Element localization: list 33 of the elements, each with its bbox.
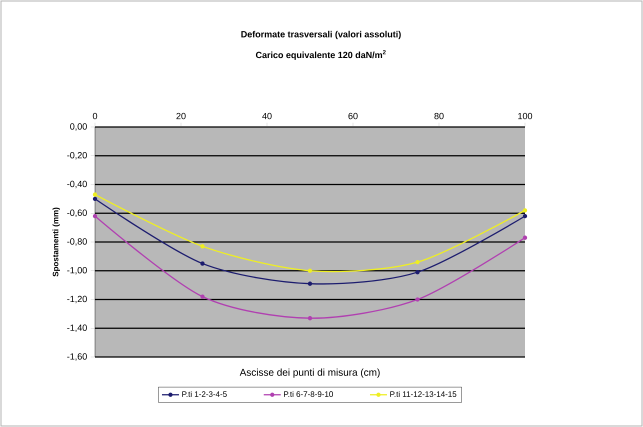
point [522,208,528,213]
point [308,282,312,286]
point [92,196,98,202]
y-tick-label: -0,20 [67,152,87,160]
point [308,316,312,320]
y-tick-label: -0,40 [67,180,87,188]
x-tick-label: 100 [518,112,532,120]
y-tick-label: -0,80 [67,238,87,246]
x-tick-label: 60 [348,112,358,120]
point [200,244,205,248]
point [522,236,528,240]
x-tick-label: 80 [434,112,444,120]
y-tick-label: -1,60 [67,353,87,361]
y-tick-label: 0,00 [70,123,87,131]
point [415,270,420,274]
chart-title: Deformate trasversali (valori assoluti) [241,30,401,40]
chart-subtitle: Carico equivalente 120 daN/m$^{2}$ [256,50,386,60]
y-tick-label: -1,40 [67,324,87,332]
x-tick-label: 40 [262,112,272,120]
point [200,261,205,266]
x-tick-label: 0 [92,112,98,120]
y-tick-label: -0,60 [67,210,87,217]
point [92,214,98,218]
point [308,268,312,273]
y-tick-label: -1,20 [67,296,87,304]
point [200,294,205,299]
x-tick-label: 20 [176,112,186,120]
y-tick-label: -1,00 [67,267,87,274]
point [522,214,528,218]
x-axis-title: Ascisse dei punti di misura (cm) [240,368,380,378]
point [92,192,98,197]
point [415,297,420,302]
point [415,260,420,264]
